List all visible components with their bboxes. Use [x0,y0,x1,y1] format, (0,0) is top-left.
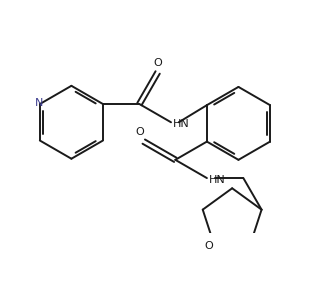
Text: N: N [35,98,43,108]
Text: HN: HN [173,119,190,129]
Text: O: O [154,58,163,68]
Text: HN: HN [209,175,226,185]
Text: O: O [135,127,144,137]
Text: O: O [204,241,213,251]
